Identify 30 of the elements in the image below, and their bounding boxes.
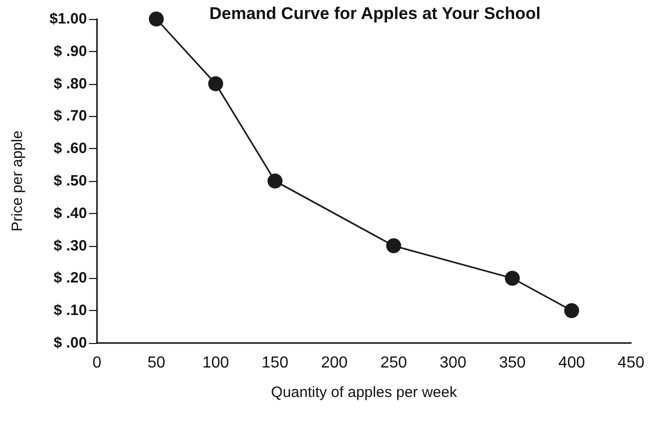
y-tick-label: $ .40: [54, 204, 87, 222]
x-tick-label: 300: [440, 354, 466, 372]
x-tick-label: 150: [262, 354, 288, 372]
point: [564, 303, 580, 318]
y-tick-label: $ .70: [54, 108, 87, 125]
point: [208, 76, 224, 92]
y-tick-label: $ .60: [54, 140, 87, 158]
point: [148, 12, 164, 26]
x-tick-label: 400: [558, 354, 586, 372]
y-tick-label: $ .80: [54, 75, 87, 92]
y-tick-label: $ .10: [54, 302, 87, 320]
x-axis-title: Quantity of apples per week: [271, 384, 458, 401]
point: [504, 270, 520, 286]
y-tick-label: $ .50: [54, 172, 87, 190]
x-tick-label: 250: [380, 354, 408, 372]
y-tick-label: $ .30: [54, 237, 87, 254]
y-tick-label: $ .90: [54, 42, 87, 60]
x-tick-label: 450: [618, 354, 644, 372]
point: [268, 174, 282, 188]
x-tick-label: 200: [320, 354, 348, 372]
y-tick-label: $1.00: [49, 10, 87, 28]
x-tick-label: 100: [202, 354, 230, 372]
x-tick-label: 350: [498, 354, 526, 372]
chart-title: Demand Curve for Apples at Your School: [209, 4, 541, 23]
x-tick-label: 50: [147, 354, 166, 372]
point: [386, 238, 402, 254]
y-axis-title: Price per apple: [9, 130, 26, 232]
y-tick-label: $ .00: [54, 334, 87, 352]
y-tick-label: $ .20: [54, 270, 87, 287]
x-tick-label: 0: [92, 354, 102, 372]
